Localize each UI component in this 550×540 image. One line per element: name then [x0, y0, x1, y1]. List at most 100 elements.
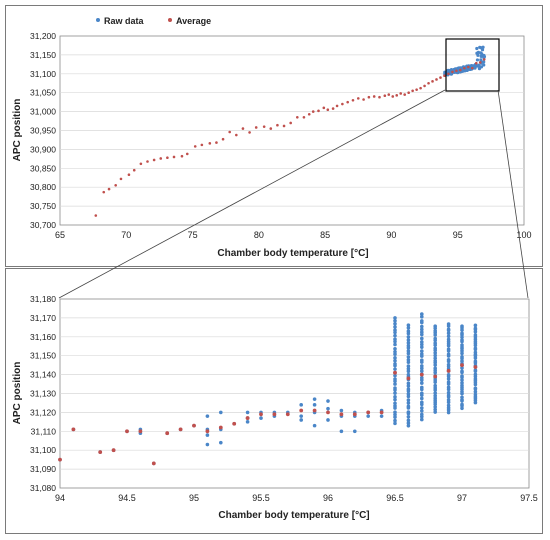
raw-data-point	[433, 329, 438, 333]
raw-data-point	[479, 46, 483, 50]
x-tick-label: 95	[189, 493, 199, 503]
legend: Raw data Average	[96, 16, 211, 26]
average-point	[282, 124, 286, 128]
x-axis-title: Chamber body temperature [°C]	[218, 510, 369, 521]
average-point	[356, 97, 360, 100]
raw-data-point	[433, 366, 438, 371]
average-point	[435, 78, 438, 81]
raw-data-point	[299, 414, 304, 418]
raw-data-points	[443, 45, 487, 77]
average-point	[443, 74, 446, 77]
raw-data-point	[393, 395, 397, 399]
average-point	[399, 92, 403, 95]
raw-data-point	[420, 319, 424, 323]
average-point	[127, 173, 131, 177]
raw-data-point	[406, 372, 411, 377]
average-points	[58, 363, 478, 466]
average-point	[331, 107, 335, 110]
average-point	[241, 127, 245, 130]
raw-data-point	[420, 400, 424, 405]
raw-data-point	[406, 335, 411, 339]
raw-data-point	[420, 406, 424, 410]
raw-data-point	[406, 349, 411, 353]
raw-data-point	[326, 406, 330, 411]
raw-data-point	[420, 312, 424, 316]
average-point	[335, 104, 339, 108]
raw-data-point	[460, 402, 464, 407]
raw-data-point	[420, 409, 424, 413]
average-point	[276, 123, 279, 127]
x-tick-labels: 94 94.5 95 95.5 96 96.5 97 97.5	[55, 493, 538, 503]
raw-data-point	[473, 350, 478, 355]
raw-data-point	[339, 429, 344, 434]
raw-data-point	[393, 342, 397, 347]
average-point	[431, 80, 434, 83]
raw-data-point	[406, 384, 411, 388]
average-point	[362, 98, 365, 101]
raw-data-point	[476, 50, 481, 55]
legend-marker-raw-data	[96, 18, 100, 22]
average-point	[378, 95, 381, 99]
raw-data-point	[393, 333, 397, 338]
raw-data-point	[473, 359, 478, 364]
raw-data-point	[339, 408, 344, 413]
raw-data-point	[457, 66, 461, 70]
raw-data-point	[433, 410, 438, 414]
average-point	[383, 94, 387, 98]
average-point	[379, 410, 384, 415]
x-tick-label: 70	[121, 230, 131, 240]
raw-data-point	[353, 429, 357, 434]
y-tick-label: 31,180	[30, 294, 56, 304]
average-point	[139, 162, 143, 166]
raw-data-point	[460, 406, 464, 411]
average-point	[312, 408, 317, 413]
raw-data-point	[259, 416, 263, 420]
average-point	[119, 177, 123, 181]
raw-data-point	[393, 404, 397, 408]
raw-data-point	[420, 358, 424, 362]
raw-data-point	[299, 418, 304, 422]
average-point	[205, 429, 210, 434]
average-point	[111, 448, 116, 453]
raw-data-point	[433, 405, 438, 409]
raw-data-point	[420, 369, 424, 373]
raw-data-point	[393, 321, 397, 326]
y-tick-label: 31,150	[30, 351, 56, 361]
zoom-box	[445, 38, 500, 92]
y-tick-label: 31,120	[30, 407, 56, 417]
overview-chart: 30,700 30,750 30,800 30,850 30,900 30,950 31,0…	[12, 16, 532, 259]
raw-data-point	[446, 380, 451, 385]
average-point	[152, 158, 156, 162]
raw-data-point	[446, 403, 451, 408]
y-tick-label: 31,200	[30, 31, 56, 41]
raw-data-point	[312, 403, 317, 407]
raw-data-point	[393, 362, 397, 366]
average-point	[98, 450, 103, 454]
average-point	[341, 102, 344, 106]
average-point	[391, 95, 395, 98]
y-tick-labels: 30,700 30,750 30,800 30,850 30,900 30,950 31,0…	[30, 31, 56, 230]
raw-data-point	[460, 378, 464, 382]
y-tick-label: 31,050	[30, 88, 56, 98]
raw-data-point	[473, 386, 478, 391]
x-tick-label: 94	[55, 493, 65, 503]
raw-data-point	[406, 351, 411, 356]
raw-data-point	[393, 410, 397, 415]
average-point	[254, 126, 258, 129]
average-point	[180, 154, 184, 158]
zoom-chart: 31,080 31,090 31,100 31,110 31,120 31,130 31,1…	[12, 294, 538, 521]
raw-data-point	[433, 383, 438, 388]
raw-data-point	[460, 383, 464, 388]
average-point	[302, 115, 306, 119]
raw-data-point	[460, 395, 464, 400]
raw-data-point	[433, 393, 438, 398]
raw-data-point	[433, 346, 438, 351]
y-tick-label: 31,160	[30, 332, 56, 342]
x-tick-labels: 65 70 75 80 85 90 95 100	[55, 230, 532, 240]
raw-data-point	[420, 345, 424, 349]
y-tick-label: 31,080	[30, 483, 56, 493]
average-point	[387, 93, 391, 96]
legend-label-average: Average	[176, 16, 211, 26]
average-point	[138, 429, 143, 434]
average-point	[352, 412, 357, 417]
